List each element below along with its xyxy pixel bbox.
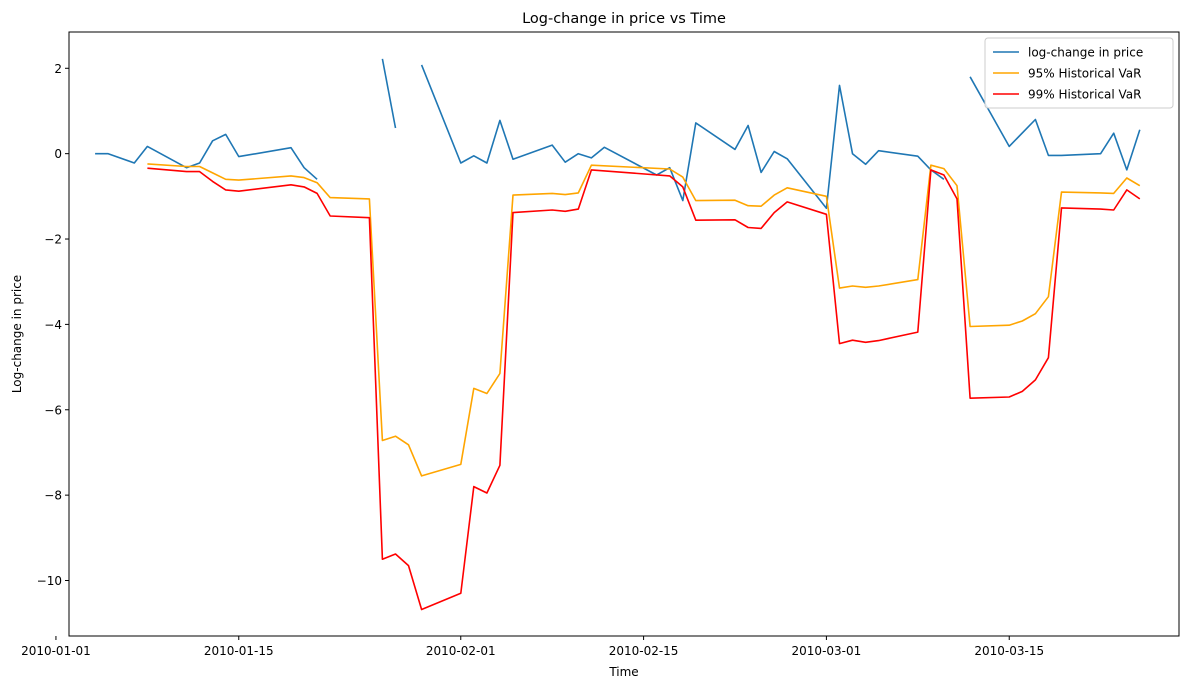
y-axis: 2 0 −2 −4 −6 −8 −10 — [37, 62, 69, 588]
y-axis-label: Log-change in price — [10, 275, 24, 393]
series-line-2 — [147, 167, 1141, 611]
legend-label: 99% Historical VaR — [1028, 88, 1141, 102]
x-axis: 2010-01-01 2010-01-15 2010-02-01 2010-02-15… — [21, 636, 1044, 658]
y-tick-label: −4 — [44, 318, 62, 332]
legend-box — [984, 37, 1174, 109]
series-line-0 — [381, 58, 397, 129]
y-tick-label: −10 — [37, 574, 62, 588]
x-tick-label: 2010-01-01 — [21, 644, 91, 658]
legend: log-change in price 95% Historical VaR 99%… — [984, 37, 1174, 109]
y-tick-label: −6 — [44, 403, 62, 417]
x-tick-label: 2010-03-15 — [974, 644, 1044, 658]
plot-area — [95, 58, 1141, 611]
y-tick-label: 2 — [54, 62, 62, 76]
chart-title: Log-change in price vs Time — [522, 11, 726, 27]
axes-frame — [68, 31, 1180, 637]
x-tick-label: 2010-02-01 — [426, 644, 496, 658]
legend-label: log-change in price — [1028, 46, 1143, 60]
x-tick-label: 2010-03-01 — [792, 644, 862, 658]
x-tick-label: 2010-02-15 — [609, 644, 679, 658]
x-axis-label: Time — [608, 665, 638, 679]
y-tick-label: −2 — [44, 233, 62, 247]
series-line-0 — [969, 76, 1141, 171]
series-line-1 — [147, 163, 1141, 477]
legend-label: 95% Historical VaR — [1028, 67, 1141, 81]
x-tick-label: 2010-01-15 — [204, 644, 274, 658]
y-tick-label: 0 — [54, 147, 62, 161]
series-line-0 — [95, 133, 318, 180]
y-tick-label: −8 — [44, 489, 62, 503]
series-line-0 — [420, 64, 945, 210]
